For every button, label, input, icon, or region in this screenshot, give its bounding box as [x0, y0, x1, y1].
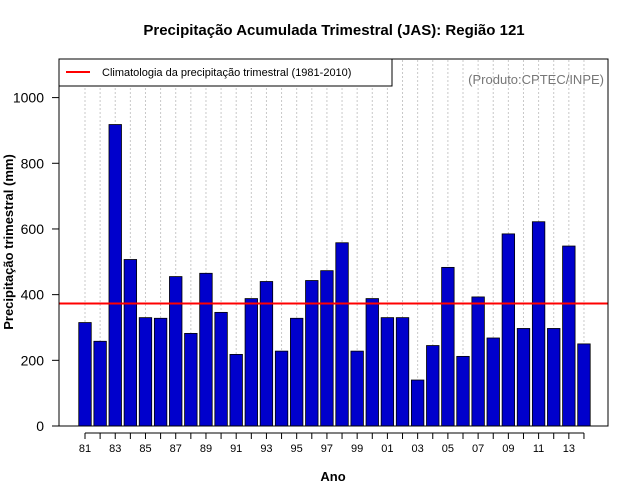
- x-tick-label: 01: [381, 443, 393, 455]
- y-tick-label: 400: [21, 287, 45, 303]
- legend-box: [58, 58, 393, 87]
- bar: [108, 124, 122, 427]
- bar: [350, 350, 364, 427]
- bar: [244, 298, 258, 427]
- x-tick-label: 81: [79, 443, 91, 455]
- x-tick-label: 13: [563, 443, 575, 455]
- bar: [214, 311, 228, 427]
- bar: [169, 276, 183, 427]
- chart-title: Precipitação Acumulada Trimestral (JAS):…: [143, 22, 524, 39]
- legend: Climatologia da precipitação trimestral …: [58, 58, 393, 87]
- bars: [78, 124, 591, 427]
- bar: [501, 233, 516, 427]
- x-tick-label: 05: [442, 443, 454, 455]
- x-tick-label: 07: [472, 443, 484, 455]
- bar: [305, 280, 319, 427]
- x-tick-label: 89: [200, 443, 212, 455]
- bar: [395, 317, 410, 427]
- y-tick-label: 600: [21, 221, 45, 237]
- bar: [547, 328, 561, 427]
- bar: [577, 343, 591, 427]
- x-tick-label: 93: [260, 443, 272, 455]
- x-tick-label: 97: [321, 443, 333, 455]
- y-axis: 0 200 400 600 800 1000: [13, 90, 60, 434]
- x-axis: 81 83 85 87 89 91 93 95 97 99 01 03 05 07 09 11 13: [79, 432, 585, 455]
- bar: [380, 317, 395, 427]
- bar: [153, 317, 168, 427]
- x-tick-label: 03: [412, 443, 424, 455]
- bar: [138, 317, 153, 427]
- bar: [365, 298, 379, 427]
- y-tick-label: 800: [21, 155, 45, 171]
- bar: [562, 245, 576, 427]
- bar: [274, 350, 289, 427]
- x-tick-label: 11: [533, 443, 544, 455]
- bar: [78, 322, 92, 427]
- bar: [426, 345, 440, 427]
- y-tick-label: 1000: [13, 90, 44, 106]
- y-tick-label: 200: [21, 352, 45, 368]
- x-tick-label: 09: [502, 443, 514, 455]
- legend-label: Climatologia da precipitação trimestral …: [102, 67, 351, 79]
- x-tick-label: 99: [351, 443, 363, 455]
- bar: [486, 337, 500, 427]
- x-tick-label: 83: [109, 443, 121, 455]
- x-axis-label: Ano: [320, 469, 345, 484]
- bar: [516, 328, 531, 427]
- bar: [531, 221, 546, 427]
- bar: [123, 259, 138, 427]
- bar: [93, 340, 107, 427]
- x-tick-label: 87: [170, 443, 182, 455]
- x-tick-label: 95: [291, 443, 303, 455]
- y-tick-label: 0: [36, 418, 44, 434]
- bar: [184, 332, 198, 427]
- bar: [320, 270, 334, 427]
- bar: [410, 379, 425, 427]
- bar: [229, 354, 243, 427]
- bar: [290, 317, 304, 427]
- bar: [335, 242, 349, 427]
- x-tick-label: 91: [230, 443, 242, 455]
- bar: [441, 266, 455, 427]
- x-tick-label: 85: [139, 443, 151, 455]
- bar: [199, 272, 213, 427]
- credit-text: (Produto:CPTEC/INPE): [468, 72, 604, 87]
- y-axis-label: Precipitação trimestral (mm): [1, 154, 16, 330]
- bar: [456, 355, 470, 427]
- bar: [471, 296, 485, 427]
